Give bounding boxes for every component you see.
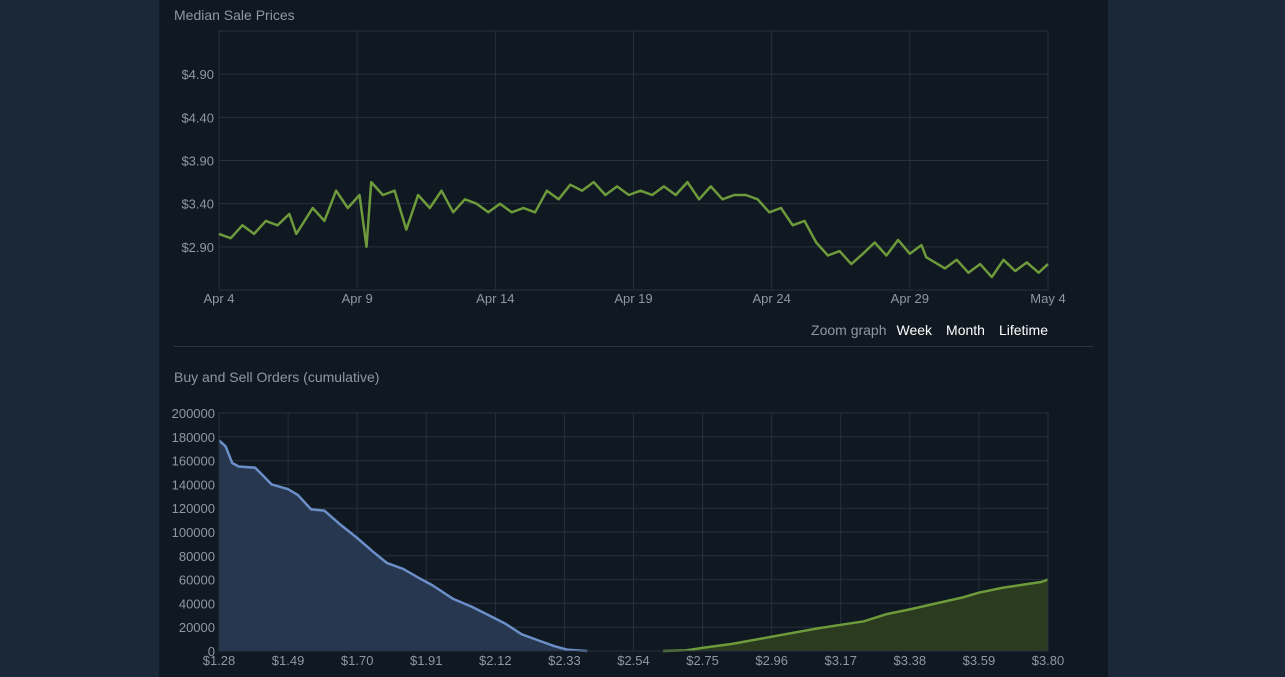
- section-divider: [174, 346, 1093, 347]
- price-x-tick-label: Apr 4: [203, 291, 234, 306]
- sell-orders-line: [663, 578, 1049, 653]
- orders-y-tick-label: 20000: [179, 620, 215, 635]
- orders-x-tick-label: $3.38: [894, 653, 927, 668]
- price-x-tick-label: Apr 9: [342, 291, 373, 306]
- zoom-month-link[interactable]: Month: [946, 322, 985, 338]
- orders-y-tick-label: 140000: [172, 477, 215, 492]
- price-y-tick-label: $3.90: [181, 154, 214, 169]
- orders-x-tick-label: $1.28: [203, 653, 236, 668]
- orders-x-tick-label: $2.33: [548, 653, 581, 668]
- orders-chart-title: Buy and Sell Orders (cumulative): [174, 369, 380, 385]
- price-x-tick-label: Apr 24: [753, 291, 791, 306]
- orders-y-tick-label: 100000: [172, 525, 215, 540]
- orders-x-tick-label: $2.75: [686, 653, 719, 668]
- orders-y-tick-label: 120000: [172, 501, 215, 516]
- price-y-tick-label: $3.40: [181, 197, 214, 212]
- zoom-controls: Zoom graph Week Month Lifetime: [811, 322, 1048, 338]
- orders-plot-frame: [218, 412, 1049, 652]
- orders-x-tick-label: $2.12: [479, 653, 512, 668]
- orders-y-tick-label: 180000: [172, 430, 215, 445]
- orders-y-tick-label: 160000: [172, 454, 215, 469]
- orders-y-tick-label: 200000: [172, 406, 215, 421]
- orders-x-tick-label: $3.17: [824, 653, 857, 668]
- orders-x-tick-label: $3.59: [963, 653, 996, 668]
- orders-y-tick-label: 60000: [179, 573, 215, 588]
- price-x-tick-label: May 4: [1030, 291, 1065, 306]
- orders-x-tick-label: $1.49: [272, 653, 305, 668]
- price-y-tick-label: $4.90: [181, 67, 214, 82]
- orders-y-tick-label: 80000: [179, 549, 215, 564]
- sell-orders-area: [663, 579, 1048, 651]
- orders-x-tick-label: $3.80: [1032, 653, 1065, 668]
- price-x-tick-label: Apr 29: [891, 291, 929, 306]
- buy-orders-area: [219, 440, 588, 651]
- price-chart-title: Median Sale Prices: [174, 7, 295, 23]
- zoom-lifetime-link[interactable]: Lifetime: [998, 322, 1048, 338]
- orders-y-tick-label: 40000: [179, 596, 215, 611]
- price-series-line: [218, 180, 1049, 279]
- zoom-week-link[interactable]: Week: [896, 322, 933, 338]
- orders-x-tick-label: $1.91: [410, 653, 443, 668]
- zoom-label: Zoom graph: [811, 322, 887, 338]
- price-y-tick-label: $2.90: [181, 240, 214, 255]
- orders-y-tick-label: 0: [208, 644, 215, 659]
- buy-orders-line: [218, 439, 588, 653]
- price-x-tick-label: Apr 14: [476, 291, 514, 306]
- orders-x-tick-label: $1.70: [341, 653, 374, 668]
- price-x-tick-label: Apr 19: [614, 291, 652, 306]
- price-y-tick-label: $4.40: [181, 110, 214, 125]
- orders-x-tick-label: $2.54: [617, 653, 650, 668]
- orders-x-tick-label: $2.96: [755, 653, 788, 668]
